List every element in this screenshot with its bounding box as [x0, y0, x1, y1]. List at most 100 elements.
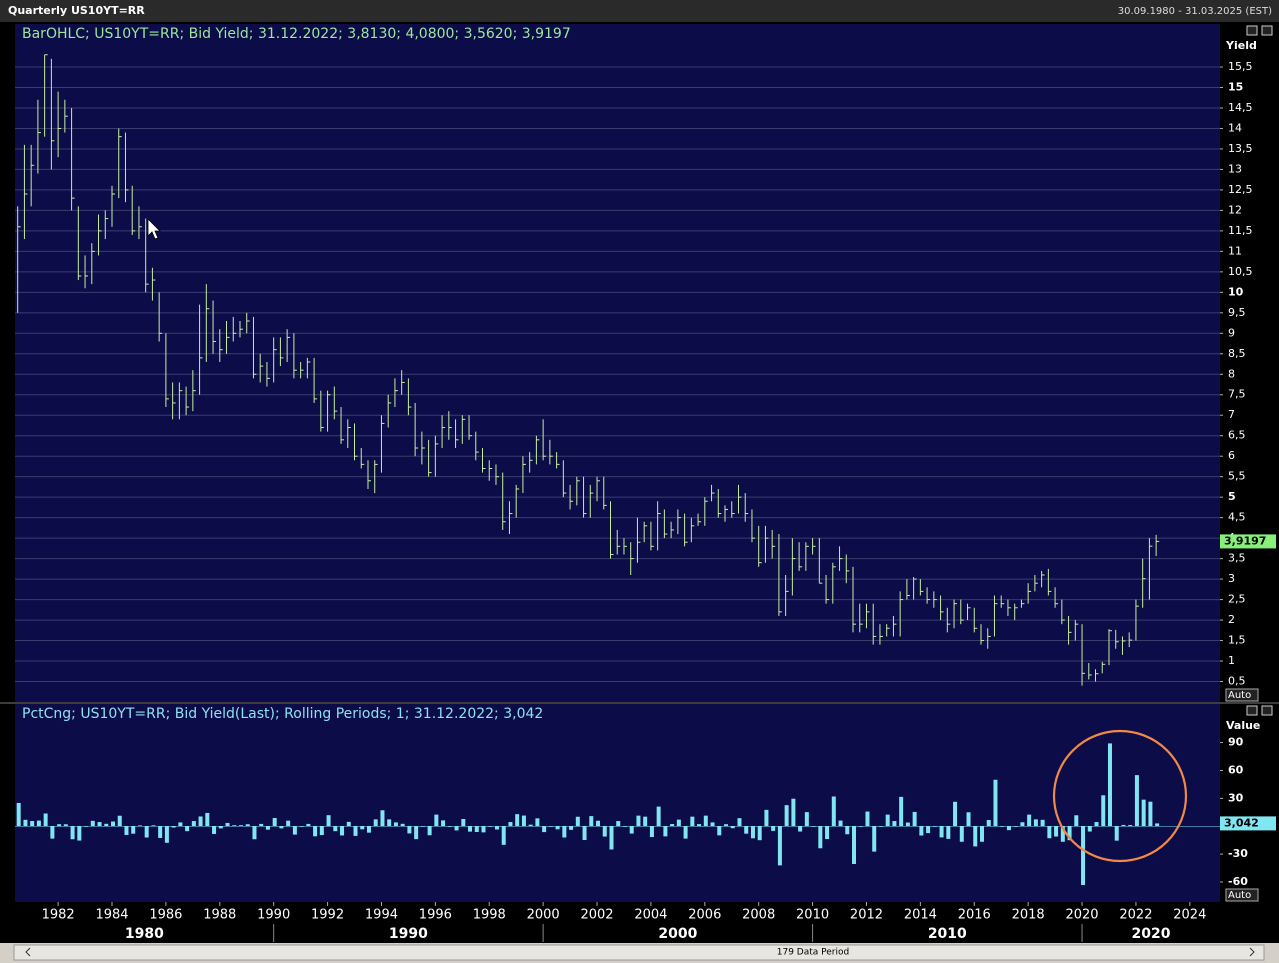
- x-tick-label: 2004: [634, 908, 667, 923]
- auto-box: [1225, 888, 1259, 902]
- bar: [380, 810, 385, 827]
- bar: [447, 826, 452, 827]
- x-tick-label: 2010: [796, 908, 829, 923]
- bar: [387, 819, 392, 827]
- bar: [225, 822, 230, 827]
- bar: [683, 826, 688, 839]
- maximize-button[interactable]: [1246, 705, 1258, 716]
- bar: [164, 826, 169, 843]
- panel-buttons[interactable]: [1246, 25, 1273, 716]
- y-tick-label: 11: [1228, 244, 1242, 257]
- scroll-track[interactable]: [13, 944, 1265, 961]
- bar: [178, 822, 183, 827]
- y-tick-label: 4,5: [1228, 511, 1246, 524]
- bar: [481, 826, 486, 833]
- bar: [1101, 795, 1106, 827]
- x-tick-label: 2016: [958, 908, 991, 923]
- x-tick-label: 2024: [1173, 908, 1206, 923]
- x-tick-label: 1984: [95, 908, 128, 923]
- bar: [468, 826, 473, 832]
- x-tick-label: 2002: [580, 908, 613, 923]
- bar: [272, 817, 277, 827]
- bar: [70, 826, 75, 840]
- bar: [1087, 826, 1092, 832]
- bar: [313, 826, 318, 837]
- bar: [744, 826, 749, 834]
- x-tick-label: 1990: [257, 908, 290, 923]
- bar: [946, 826, 951, 839]
- bar: [1074, 815, 1079, 827]
- y-tick-label: 5: [1228, 490, 1236, 503]
- bar: [1013, 826, 1018, 827]
- bar: [265, 826, 270, 830]
- x-tick-label: 2020: [1065, 908, 1098, 923]
- scroll-left[interactable]: [25, 947, 31, 957]
- bar: [360, 826, 365, 830]
- close-button[interactable]: [1261, 705, 1273, 716]
- y-tick-label: 9,5: [1228, 306, 1246, 319]
- bar: [690, 816, 695, 827]
- bar: [63, 824, 68, 827]
- bar: [434, 814, 439, 827]
- bar: [589, 816, 594, 827]
- bar: [238, 825, 243, 827]
- y-tick-label: 2,5: [1228, 593, 1246, 606]
- decade-label: 1990: [389, 926, 428, 942]
- bar: [542, 826, 547, 833]
- bar: [912, 811, 917, 827]
- bar: [852, 826, 857, 864]
- x-tick-label: 2012: [850, 908, 883, 923]
- y-tick-label: 11,5: [1228, 224, 1253, 237]
- bar: [1033, 819, 1038, 827]
- close-button[interactable]: [1261, 25, 1273, 36]
- decade-label: 2000: [658, 926, 697, 942]
- y-tick-label: 15,5: [1228, 60, 1253, 73]
- bar: [488, 826, 493, 827]
- bar: [663, 826, 668, 837]
- bar: [656, 806, 661, 827]
- bar: [279, 826, 284, 829]
- x-tick-label: 2018: [1012, 908, 1045, 923]
- bar: [299, 826, 304, 827]
- bar: [353, 826, 358, 836]
- bar: [84, 826, 89, 827]
- bar: [198, 816, 203, 827]
- bar: [966, 812, 971, 827]
- bar: [643, 816, 648, 827]
- x-tick-label: 2022: [1119, 908, 1152, 923]
- bar: [191, 821, 196, 827]
- bar: [151, 825, 156, 827]
- y-tick-label: 1,5: [1228, 634, 1246, 647]
- bar: [1094, 822, 1099, 827]
- x-tick-label: 2014: [904, 908, 937, 923]
- maximize-button[interactable]: [1246, 25, 1258, 36]
- mouse-cursor: [147, 218, 161, 240]
- bar: [926, 826, 931, 834]
- bar: [919, 826, 924, 836]
- bar: [784, 805, 789, 827]
- bar: [326, 815, 331, 827]
- x-tick-label: 1992: [311, 908, 344, 923]
- bar: [205, 812, 210, 827]
- bar: [245, 824, 250, 827]
- bar: [427, 826, 432, 836]
- bar: [30, 821, 35, 827]
- decade-label: 2010: [928, 926, 967, 942]
- bar: [1047, 826, 1052, 839]
- bar: [555, 826, 560, 830]
- y-tick-label: 13,5: [1228, 142, 1253, 155]
- x-tick-label: 1994: [365, 908, 398, 923]
- y-tick-label: 3,5: [1228, 552, 1246, 565]
- bar: [306, 823, 311, 827]
- bar: [899, 796, 904, 827]
- bar: [622, 826, 627, 827]
- bar: [1027, 814, 1032, 827]
- bar: [582, 826, 587, 840]
- bar: [986, 820, 991, 827]
- bar: [953, 801, 958, 827]
- bar: [474, 826, 479, 833]
- window-title: Quarterly US10YT=RR: [8, 4, 145, 17]
- bar: [292, 826, 297, 835]
- scroll-right[interactable]: [1249, 947, 1255, 957]
